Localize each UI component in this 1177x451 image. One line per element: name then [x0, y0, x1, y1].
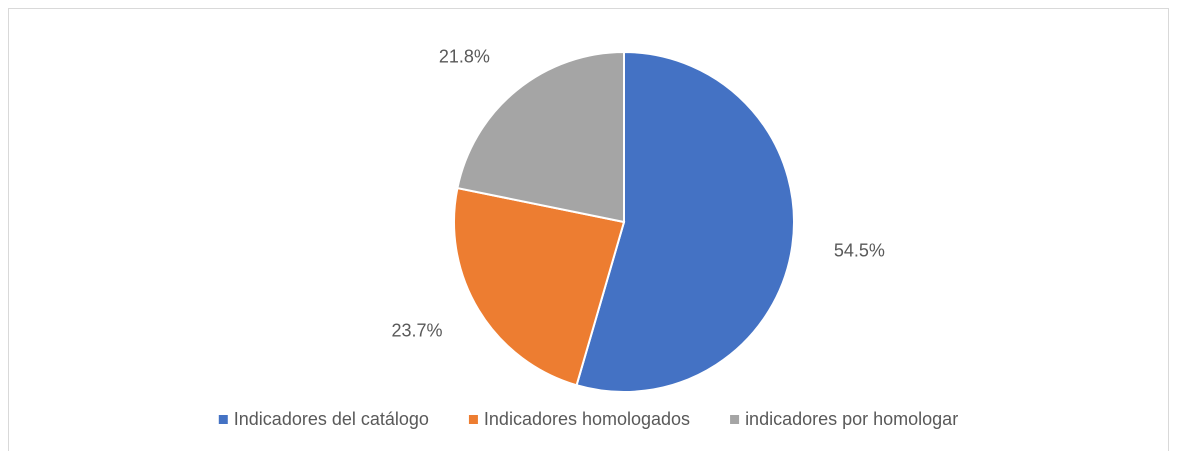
legend-marker	[468, 415, 478, 424]
legend-label: indicadores por homologar	[745, 409, 958, 429]
legend-marker	[730, 415, 740, 424]
data-label: 23.7%	[392, 320, 443, 340]
legend-label: Indicadores homologados	[484, 409, 690, 429]
pie-slice	[575, 50, 795, 393]
legend-label: Indicadores del catálogo	[234, 409, 429, 429]
legend-marker	[218, 415, 228, 424]
pie-slice	[456, 50, 625, 224]
data-label: 54.5%	[834, 241, 885, 261]
pie-slice	[453, 186, 626, 387]
data-label: 21.8%	[439, 47, 490, 67]
